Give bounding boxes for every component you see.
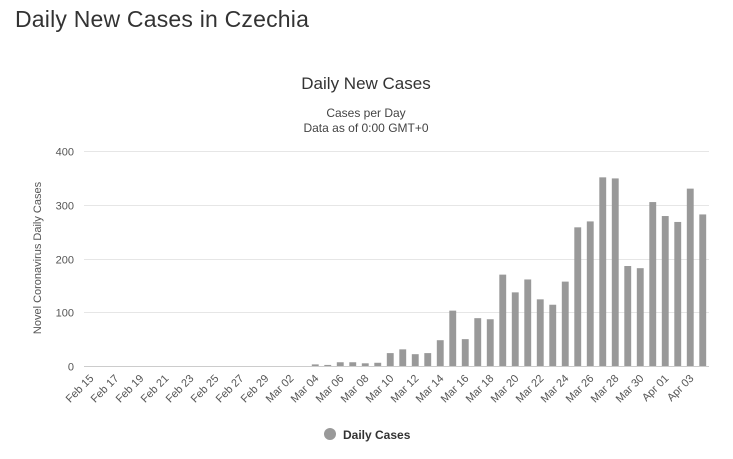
bar[interactable] <box>386 353 394 366</box>
bar[interactable] <box>436 340 444 366</box>
y-tick-label: 300 <box>56 201 74 213</box>
bar[interactable] <box>536 299 544 366</box>
bar[interactable] <box>549 304 557 366</box>
bar[interactable] <box>574 227 582 366</box>
bar[interactable] <box>686 188 694 367</box>
y-tick-label: 100 <box>56 308 74 320</box>
y-tick-label: 0 <box>68 362 74 374</box>
bar[interactable] <box>336 362 344 366</box>
x-tick-label: Apr 01 <box>640 373 671 404</box>
bar[interactable] <box>561 281 569 366</box>
chart-title: Daily New Cases <box>301 74 430 93</box>
bar[interactable] <box>361 363 369 366</box>
bar[interactable] <box>524 279 532 366</box>
bar[interactable] <box>636 268 644 366</box>
y-axis-labels: 0 100 200 300 400 <box>56 147 74 374</box>
bar[interactable] <box>611 178 619 366</box>
bar[interactable] <box>486 319 494 366</box>
page-heading: Daily New Cases in Czechia <box>15 6 310 32</box>
y-tick-label: 200 <box>56 255 74 267</box>
bar[interactable] <box>411 354 419 366</box>
bar[interactable] <box>461 339 469 367</box>
x-tick-label: Apr 03 <box>665 373 696 404</box>
y-axis-title: Novel Coronavirus Daily Cases <box>32 181 44 334</box>
bar[interactable] <box>499 274 507 367</box>
legend[interactable]: Daily Cases <box>324 428 411 442</box>
chart-subtitle-line-2: Data as of 0:00 GMT+0 <box>303 121 428 135</box>
bar[interactable] <box>449 310 457 366</box>
bars <box>311 177 707 367</box>
y-tick-label: 400 <box>56 147 74 159</box>
bar[interactable] <box>586 221 594 366</box>
legend-label[interactable]: Daily Cases <box>343 428 411 442</box>
bar[interactable] <box>649 202 657 366</box>
x-tick-label: Mar 30 <box>614 373 647 406</box>
bar[interactable] <box>324 364 332 366</box>
bar[interactable] <box>699 214 707 366</box>
bar[interactable] <box>674 221 682 366</box>
chart-subtitle-line-1: Cases per Day <box>326 106 405 120</box>
bar[interactable] <box>374 362 382 366</box>
bar[interactable] <box>424 353 432 366</box>
bar[interactable] <box>474 318 482 366</box>
legend-marker <box>324 428 336 440</box>
bar[interactable] <box>661 216 669 366</box>
bar[interactable] <box>349 362 357 366</box>
bar[interactable] <box>624 266 632 366</box>
bar[interactable] <box>511 292 519 366</box>
bar[interactable] <box>399 349 407 366</box>
bar[interactable] <box>599 177 607 366</box>
bar[interactable] <box>311 364 319 366</box>
